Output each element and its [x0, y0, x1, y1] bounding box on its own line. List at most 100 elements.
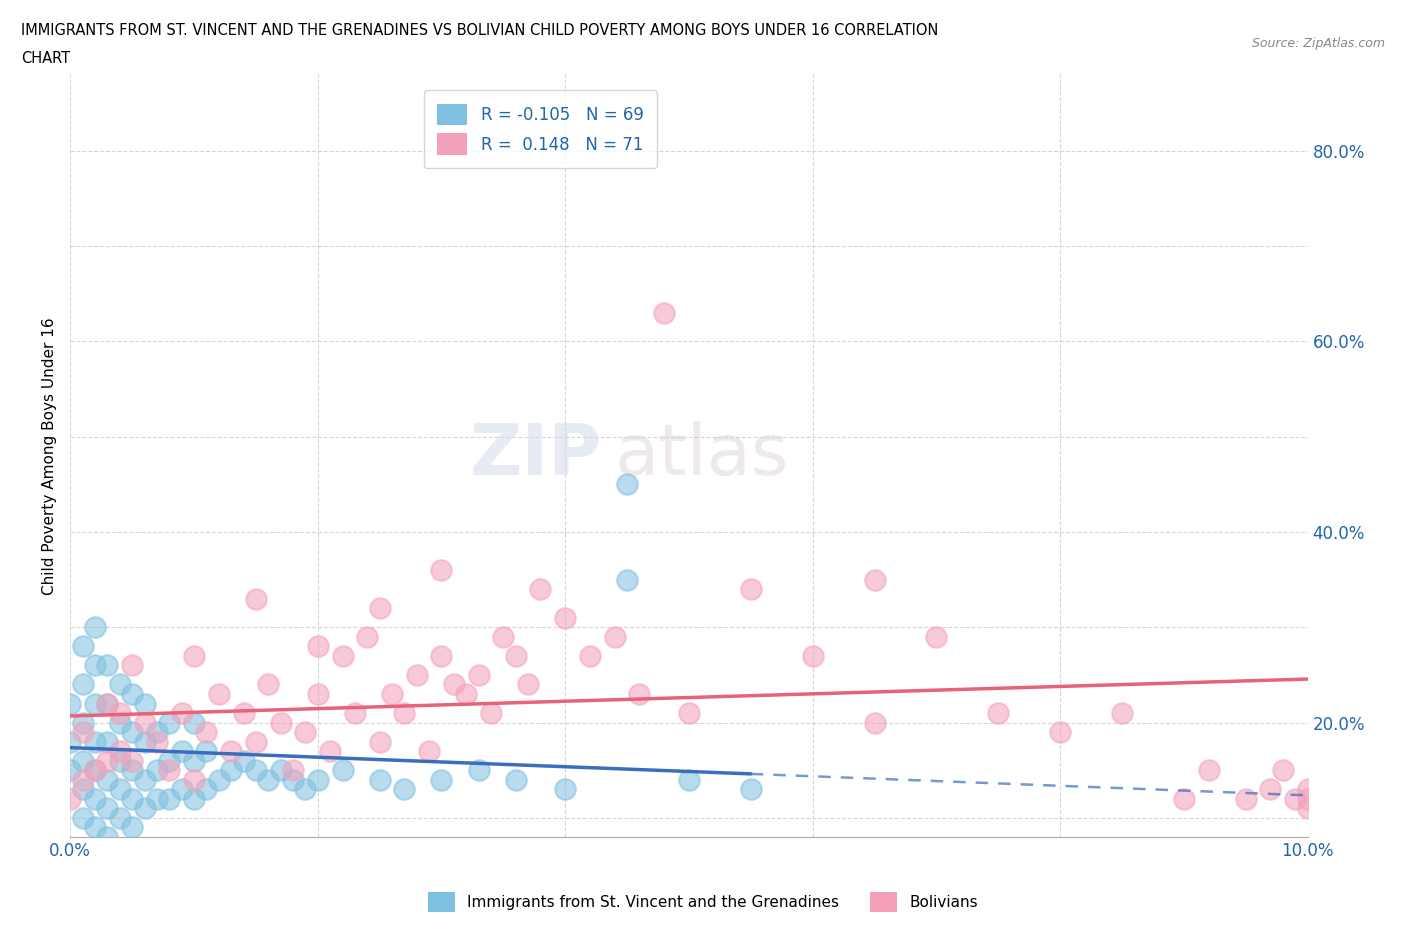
Text: CHART: CHART: [21, 51, 70, 66]
Point: [270, 715, 292, 730]
Point: [84, 791, 107, 806]
Point: [84, 658, 107, 673]
Point: [430, 563, 453, 578]
Point: [146, 724, 169, 739]
Point: [121, 724, 143, 739]
Point: [72, 724, 94, 739]
Point: [183, 648, 205, 663]
Point: [467, 668, 489, 683]
Point: [72, 715, 94, 730]
Point: [1296, 782, 1319, 797]
Point: [208, 772, 231, 787]
Point: [430, 772, 453, 787]
Point: [219, 763, 242, 777]
Point: [134, 801, 156, 816]
Point: [307, 772, 329, 787]
Point: [1284, 791, 1306, 806]
Point: [96, 696, 118, 711]
Point: [307, 639, 329, 654]
Point: [59, 791, 82, 806]
Point: [652, 305, 675, 320]
Point: [170, 782, 193, 797]
Point: [183, 772, 205, 787]
Point: [332, 648, 354, 663]
Point: [1234, 791, 1257, 806]
Point: [343, 706, 366, 721]
Point: [281, 763, 304, 777]
Point: [1111, 706, 1133, 721]
Point: [121, 753, 143, 768]
Point: [1049, 724, 1071, 739]
Point: [72, 753, 94, 768]
Point: [146, 735, 169, 750]
Point: [1271, 763, 1294, 777]
Point: [96, 658, 118, 673]
Point: [925, 630, 948, 644]
Point: [863, 715, 886, 730]
Point: [121, 686, 143, 701]
Point: [628, 686, 651, 701]
Point: [146, 791, 169, 806]
Point: [368, 735, 391, 750]
Point: [863, 572, 886, 587]
Point: [84, 735, 107, 750]
Point: [1173, 791, 1195, 806]
Point: [84, 696, 107, 711]
Point: [257, 677, 280, 692]
Point: [332, 763, 354, 777]
Text: Source: ZipAtlas.com: Source: ZipAtlas.com: [1251, 37, 1385, 50]
Point: [108, 811, 131, 826]
Point: [157, 753, 180, 768]
Point: [96, 801, 118, 816]
Point: [1260, 782, 1282, 797]
Point: [245, 591, 267, 606]
Point: [281, 772, 304, 787]
Point: [616, 477, 638, 492]
Point: [801, 648, 824, 663]
Point: [96, 735, 118, 750]
Point: [134, 735, 156, 750]
Point: [740, 582, 762, 597]
Point: [270, 763, 292, 777]
Point: [987, 706, 1010, 721]
Text: atlas: atlas: [614, 421, 789, 490]
Point: [183, 753, 205, 768]
Point: [108, 782, 131, 797]
Point: [121, 791, 143, 806]
Point: [456, 686, 478, 701]
Point: [121, 820, 143, 835]
Point: [108, 706, 131, 721]
Point: [307, 686, 329, 701]
Point: [1296, 791, 1319, 806]
Point: [319, 744, 342, 759]
Point: [579, 648, 602, 663]
Text: IMMIGRANTS FROM ST. VINCENT AND THE GRENADINES VS BOLIVIAN CHILD POVERTY AMONG B: IMMIGRANTS FROM ST. VINCENT AND THE GREN…: [21, 23, 938, 38]
Point: [245, 763, 267, 777]
Point: [740, 782, 762, 797]
Point: [157, 763, 180, 777]
Point: [394, 706, 416, 721]
Point: [72, 782, 94, 797]
Point: [59, 763, 82, 777]
Point: [96, 753, 118, 768]
Point: [195, 724, 218, 739]
Point: [72, 677, 94, 692]
Point: [108, 753, 131, 768]
Point: [245, 735, 267, 750]
Point: [108, 715, 131, 730]
Point: [195, 744, 218, 759]
Point: [170, 706, 193, 721]
Point: [232, 753, 254, 768]
Point: [157, 791, 180, 806]
Point: [356, 630, 378, 644]
Point: [146, 763, 169, 777]
Point: [505, 648, 527, 663]
Point: [505, 772, 527, 787]
Point: [108, 744, 131, 759]
Point: [121, 763, 143, 777]
Point: [134, 715, 156, 730]
Point: [96, 830, 118, 844]
Point: [492, 630, 515, 644]
Point: [134, 772, 156, 787]
Text: ZIP: ZIP: [470, 421, 602, 490]
